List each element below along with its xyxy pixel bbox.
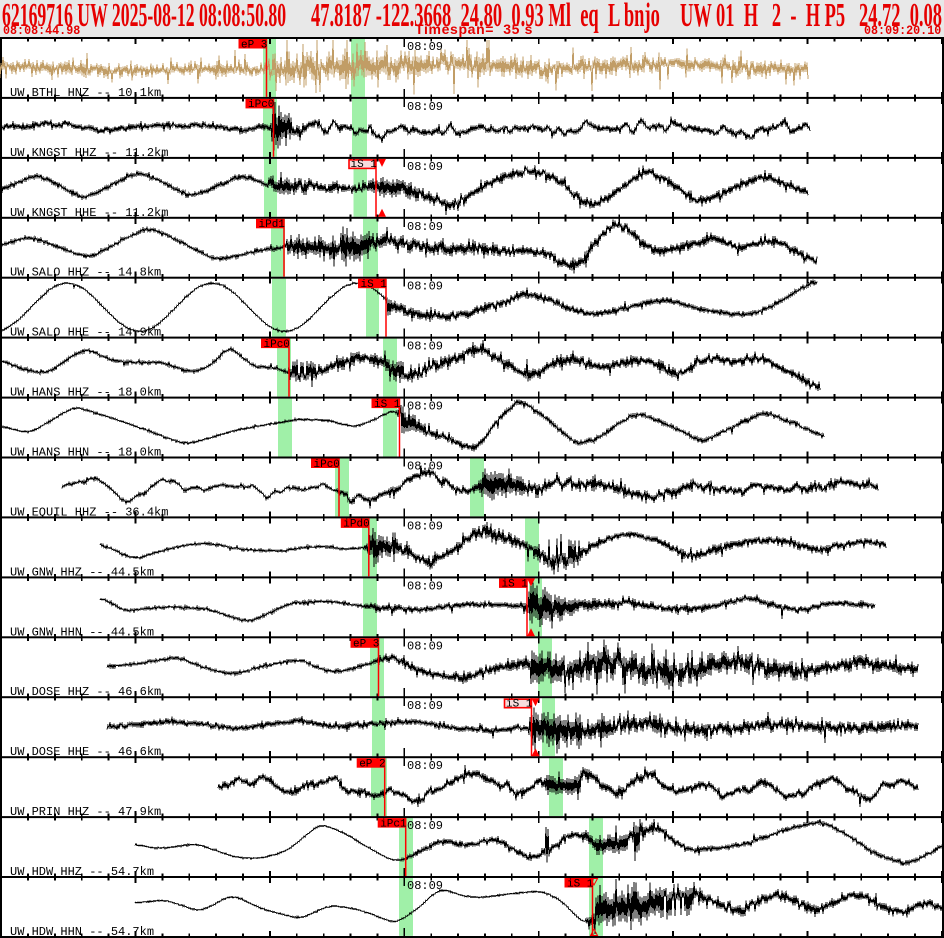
svg-text:UW DOSE HHE -- 46.6km: UW DOSE HHE -- 46.6km (10, 745, 161, 759)
svg-text:UW HANS HHZ -- 18.0km: UW HANS HHZ -- 18.0km (10, 386, 161, 400)
svg-text:iS 1: iS 1 (502, 579, 529, 591)
svg-text:UW HDW HHZ -- 54.7km: UW HDW HHZ -- 54.7km (10, 865, 154, 879)
svg-text:iPc0: iPc0 (248, 99, 274, 111)
svg-text:UW KNGST HHZ -- 11.2km: UW KNGST HHZ -- 11.2km (10, 146, 168, 160)
svg-text:UW KNGST HHE -- 11.2km: UW KNGST HHE -- 11.2km (10, 206, 168, 220)
svg-text:iS 1: iS 1 (351, 159, 378, 171)
svg-text:iS 1: iS 1 (374, 399, 401, 411)
svg-text:08:09: 08:09 (407, 819, 443, 833)
svg-text:UW GNW HHZ -- 44.5km: UW GNW HHZ -- 44.5km (10, 565, 154, 579)
svg-text:UW HANS HHN -- 18.0km: UW HANS HHN -- 18.0km (10, 446, 161, 460)
svg-text:eP 2: eP 2 (359, 759, 385, 771)
svg-text:08:09: 08:09 (407, 519, 443, 533)
svg-text:iS 1: iS 1 (361, 279, 388, 291)
svg-text:08:09: 08:09 (407, 220, 443, 234)
svg-text:08:09: 08:09 (407, 400, 443, 414)
svg-text:08:09: 08:09 (407, 759, 443, 773)
svg-text:UW SALO HHZ -- 14.8km: UW SALO HHZ -- 14.8km (10, 266, 161, 280)
svg-text:UW EQUIL HHZ -- 36.4km: UW EQUIL HHZ -- 36.4km (10, 505, 168, 519)
svg-text:08:09: 08:09 (407, 579, 443, 593)
svg-text:08:09: 08:09 (407, 460, 443, 474)
svg-text:08:09: 08:09 (407, 280, 443, 294)
svg-text:08:09: 08:09 (407, 699, 443, 713)
svg-text:08:09: 08:09 (407, 639, 443, 653)
svg-text:UW SALO HHE -- 14.9km: UW SALO HHE -- 14.9km (10, 326, 161, 340)
svg-text:UW HDW HHN -- 54.7km: UW HDW HHN -- 54.7km (10, 925, 154, 938)
svg-text:08:09: 08:09 (407, 340, 443, 354)
svg-text:eP 3: eP 3 (353, 639, 379, 651)
svg-text:iPc1: iPc1 (380, 818, 407, 830)
svg-text:08:09: 08:09 (407, 879, 443, 893)
svg-text:UW PRIN HHZ -- 47.9km: UW PRIN HHZ -- 47.9km (10, 805, 161, 819)
svg-text:08:09: 08:09 (407, 40, 443, 54)
svg-text:08:09: 08:09 (407, 100, 443, 114)
svg-text:iS 1: iS 1 (567, 878, 594, 890)
svg-text:08:09: 08:09 (407, 160, 443, 174)
svg-text:UW BTHL HNZ -- 10.1km: UW BTHL HNZ -- 10.1km (10, 86, 161, 100)
svg-text:UW DOSE HHZ -- 46.6km: UW DOSE HHZ -- 46.6km (10, 685, 161, 699)
svg-text:eP 3: eP 3 (241, 39, 267, 51)
svg-text:iPd0: iPd0 (343, 519, 369, 531)
svg-text:UW GNW HHN -- 44.5km: UW GNW HHN -- 44.5km (10, 625, 154, 639)
svg-text:iS 1: iS 1 (506, 699, 533, 711)
svg-text:iPc0: iPc0 (314, 459, 340, 471)
svg-text:iPc0: iPc0 (264, 339, 290, 351)
svg-text:iPd1: iPd1 (259, 219, 286, 231)
